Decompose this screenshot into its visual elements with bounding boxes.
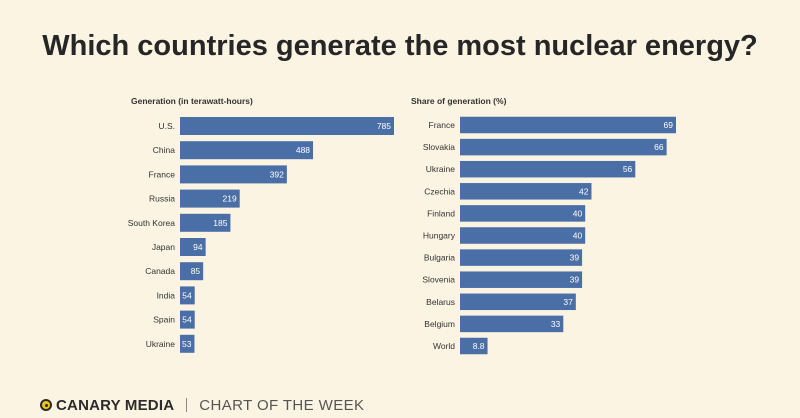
data-label: 94 — [193, 242, 203, 252]
data-label: 8.8 — [473, 341, 485, 351]
bar — [460, 183, 592, 200]
data-label: 40 — [573, 208, 583, 218]
category-label: Czechia — [424, 186, 455, 196]
bar — [180, 238, 206, 256]
data-label: 185 — [213, 218, 227, 228]
bar — [460, 271, 583, 288]
bar — [180, 286, 195, 305]
category-label: South Korea — [128, 218, 176, 228]
data-label: 37 — [563, 297, 573, 307]
bar — [460, 205, 586, 222]
bar — [460, 315, 564, 333]
bar — [460, 337, 488, 355]
bar — [460, 293, 576, 311]
bar — [180, 189, 240, 208]
footer-tagline: CHART OF THE WEEK — [199, 396, 365, 414]
data-label: 39 — [570, 253, 580, 263]
category-label: China — [153, 145, 175, 155]
category-label: France — [429, 120, 456, 130]
bar — [460, 138, 667, 156]
category-label: Belgium — [424, 319, 455, 329]
category-label: Ukraine — [146, 339, 176, 349]
category-label: Bulgaria — [424, 253, 455, 263]
category-label: U.S. — [158, 121, 175, 131]
category-label: Japan — [152, 242, 175, 252]
brand-name: CANARY MEDIA — [56, 396, 175, 414]
bar — [180, 262, 204, 281]
bar — [460, 227, 586, 244]
category-label: Belarus — [426, 297, 455, 307]
category-label: Russia — [149, 194, 175, 204]
bar — [180, 334, 195, 353]
category-label: Slovakia — [423, 142, 455, 152]
bar — [180, 117, 394, 135]
data-label: 53 — [182, 339, 192, 349]
data-label: 40 — [573, 231, 583, 241]
data-label: 488 — [296, 145, 310, 155]
chart-title: Generation (in terawatt-hours) — [131, 96, 253, 106]
category-label: Ukraine — [426, 164, 456, 174]
bar — [460, 160, 636, 178]
data-label: 54 — [182, 315, 192, 325]
data-label: 66 — [654, 142, 664, 152]
data-label: 69 — [664, 120, 674, 130]
data-label: 33 — [551, 319, 561, 329]
data-label: 39 — [570, 275, 580, 285]
category-label: Finland — [427, 208, 455, 218]
bar — [460, 116, 676, 134]
bar — [460, 249, 583, 266]
canary-logo-icon — [40, 399, 52, 411]
data-label: 56 — [623, 164, 633, 174]
bar — [180, 310, 195, 329]
footer: CANARY MEDIA CHART OF THE WEEK — [40, 396, 364, 414]
category-label: Slovenia — [422, 275, 455, 285]
category-label: Spain — [153, 315, 175, 325]
data-label: 85 — [191, 266, 201, 276]
category-label: France — [149, 169, 176, 179]
data-label: 54 — [182, 290, 192, 300]
category-label: India — [157, 290, 176, 300]
bar — [180, 141, 314, 160]
category-label: Canada — [145, 266, 175, 276]
data-label: 219 — [223, 194, 237, 204]
category-label: World — [433, 341, 455, 351]
page-title: Which countries generate the most nuclea… — [42, 30, 758, 62]
data-label: 392 — [270, 169, 284, 179]
bar — [180, 165, 287, 184]
bar — [180, 213, 231, 232]
data-label: 42 — [579, 186, 589, 196]
chart-title: Share of generation (%) — [411, 96, 507, 106]
data-label: 785 — [377, 121, 391, 131]
category-label: Hungary — [423, 231, 456, 241]
footer-divider — [186, 398, 188, 412]
